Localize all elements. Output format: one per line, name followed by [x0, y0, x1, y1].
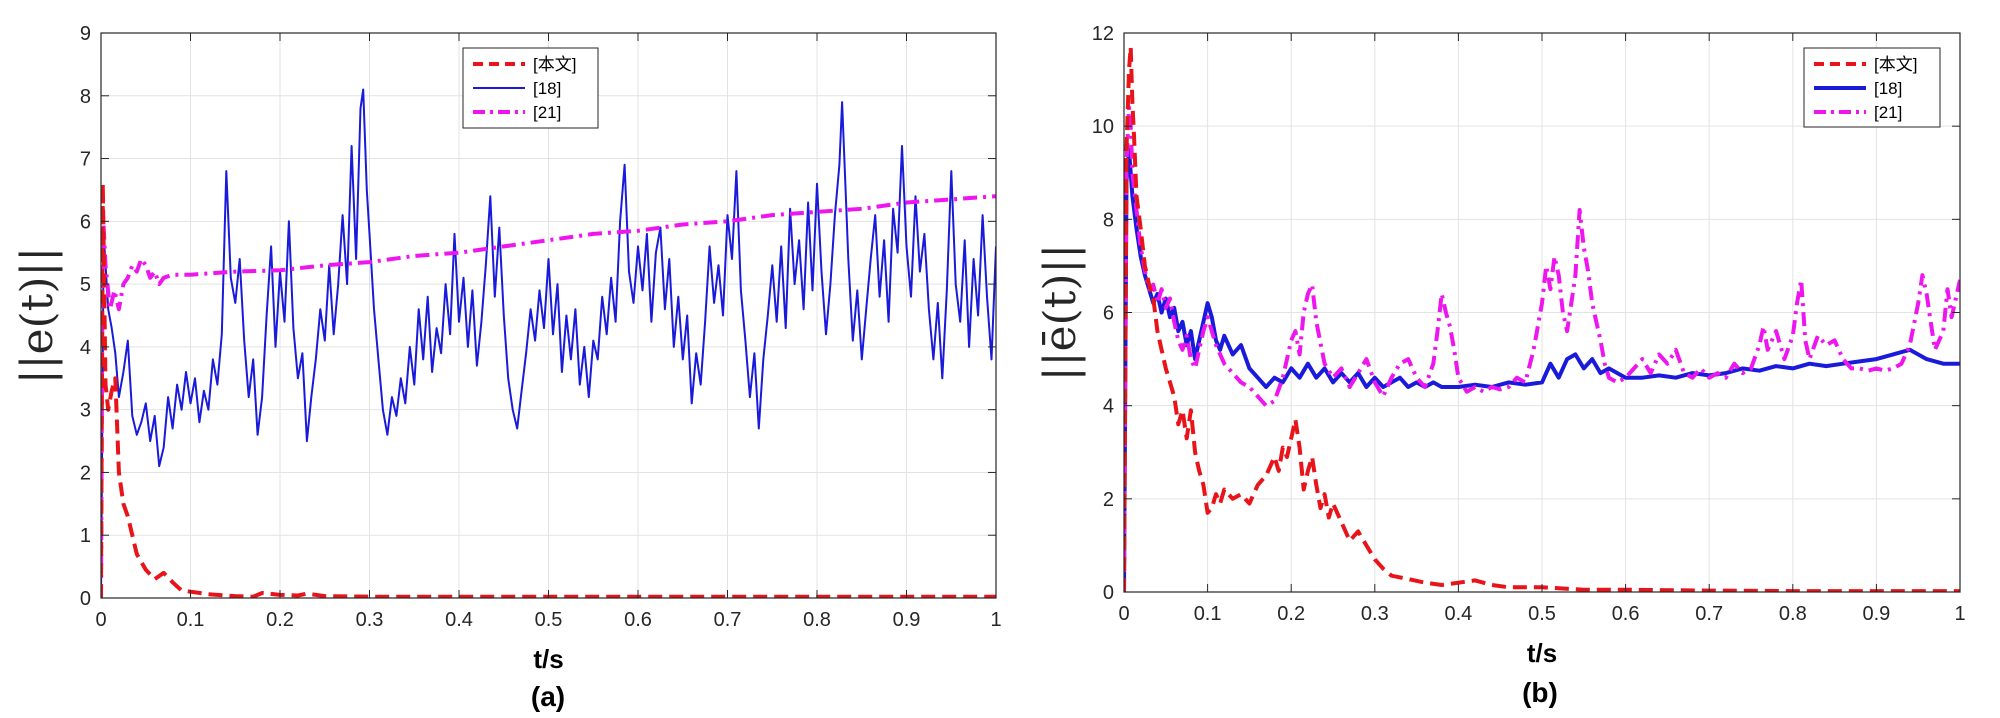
y-tick-label: 0 — [80, 588, 91, 610]
x-tick-label: 0.3 — [1361, 603, 1389, 625]
y-tick-label: 6 — [1103, 303, 1114, 325]
x-tick-label: 0.7 — [714, 609, 742, 631]
legend: [本文] [18] [21] — [462, 47, 599, 129]
x-axis-label: t/s — [1527, 638, 1557, 668]
legend-label-1: [18] — [1874, 79, 1902, 98]
series-line-2 — [101, 194, 996, 598]
x-tick-label: 0.8 — [803, 609, 831, 631]
x-tick-label: 0.2 — [1277, 603, 1305, 625]
x-tick-label: 0.2 — [266, 609, 294, 631]
y-tick-label: 4 — [80, 337, 91, 359]
y-tick-label: 1 — [80, 525, 91, 547]
x-tick-label: 0 — [95, 609, 106, 631]
x-tick-label: 0.5 — [1528, 603, 1556, 625]
chart-b: 0 0.1 0.2 0.3 0.4 0.5 0.6 0.7 0.8 0.9 1024681012t/… — [1035, 23, 1966, 708]
x-tick-label: 0.6 — [624, 609, 652, 631]
series-line-0 — [1124, 45, 1960, 592]
legend-label-0: [本文] — [533, 55, 576, 74]
legend-label-1: [18] — [533, 79, 561, 98]
y-tick-label: 2 — [1103, 489, 1114, 511]
y-tick-label: 10 — [1092, 116, 1114, 138]
y-tick-label: 0 — [1103, 582, 1114, 604]
x-tick-label: 1 — [1954, 603, 1965, 625]
y-tick-label: 12 — [1092, 23, 1114, 45]
series-group — [1124, 45, 1960, 592]
x-tick-label: 0.8 — [1779, 603, 1807, 625]
x-tick-label: 0.6 — [1612, 603, 1640, 625]
y-tick-label: 9 — [80, 23, 91, 45]
y-axis-label: ||e(t)|| — [12, 247, 63, 384]
y-tick-label: 8 — [80, 86, 91, 108]
y-tick-label: 7 — [80, 149, 91, 171]
series-line-2 — [1124, 105, 1960, 592]
legend: [本文] [18] [21] — [1803, 47, 1941, 128]
x-tick-label: 0.4 — [1444, 603, 1472, 625]
y-tick-label: 3 — [80, 400, 91, 422]
legend-label-2: [21] — [1874, 103, 1902, 122]
y-tick-label: 6 — [80, 211, 91, 233]
chart-caption: (a) — [531, 681, 565, 712]
chart-caption: (b) — [1522, 677, 1558, 708]
x-tick-label: 0 — [1118, 603, 1129, 625]
legend-label-2: [21] — [533, 103, 561, 122]
x-tick-label: 0.1 — [177, 609, 205, 631]
chart-a: 0 0.1 0.2 0.3 0.4 0.5 0.6 0.7 0.8 0.9 1 0 1 2 3 4 5 6 7 8 9 t… — [12, 23, 1002, 712]
x-axis-label: t/s — [533, 644, 563, 674]
x-tick-label: 0.4 — [445, 609, 473, 631]
x-tick-label: 0.7 — [1695, 603, 1723, 625]
x-tick-label: 1 — [990, 609, 1001, 631]
y-tick-label: 2 — [80, 462, 91, 484]
legend-label-0: [本文] — [1874, 55, 1917, 74]
x-tick-label: 0.3 — [356, 609, 384, 631]
x-tick-label: 0.5 — [535, 609, 563, 631]
series-line-1 — [101, 88, 996, 598]
x-tick-label: 0.1 — [1194, 603, 1222, 625]
y-tick-label: 4 — [1103, 396, 1114, 418]
x-tick-label: 0.9 — [1862, 603, 1890, 625]
x-tick-label: 0.9 — [893, 609, 921, 631]
y-tick-label: 5 — [80, 274, 91, 296]
y-axis-label: ||ē(t)|| — [1035, 244, 1086, 381]
y-tick-label: 8 — [1103, 209, 1114, 231]
